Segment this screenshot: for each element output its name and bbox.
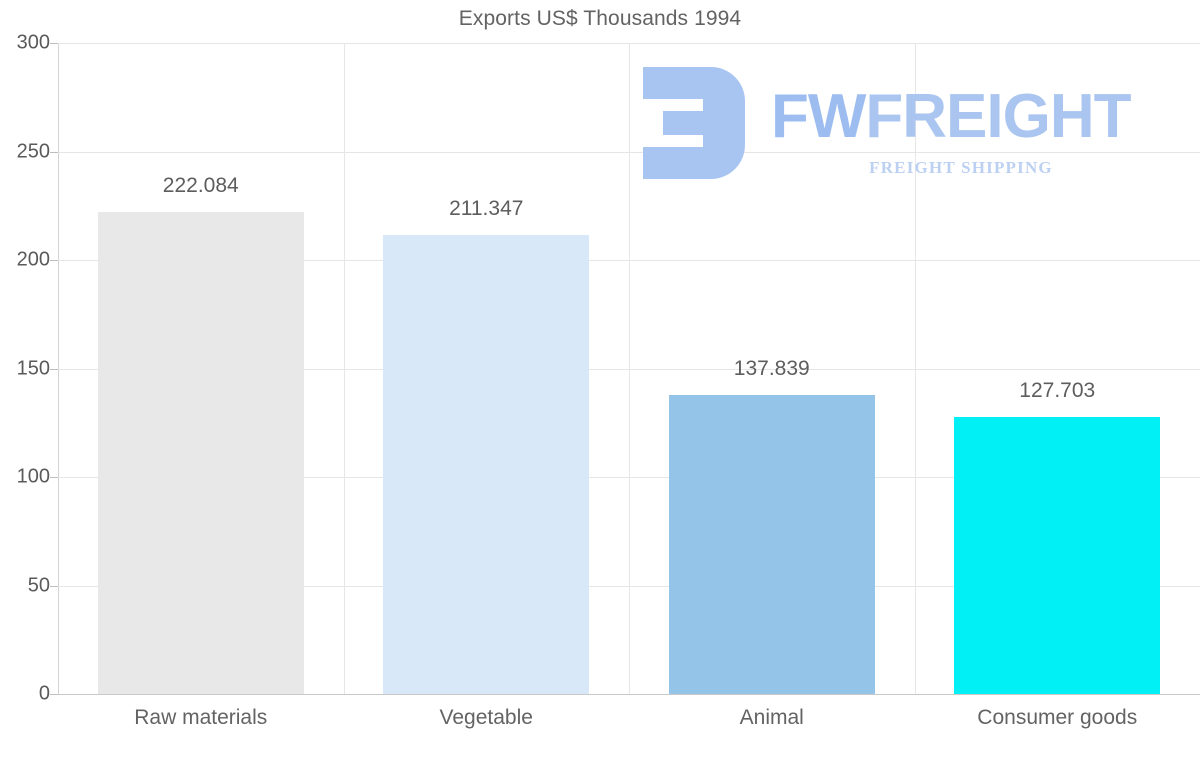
gridline-vertical bbox=[915, 43, 916, 694]
x-axis-label-vegetable: Vegetable bbox=[439, 706, 533, 729]
y-axis-tick bbox=[50, 368, 58, 370]
bar-animal[interactable] bbox=[668, 394, 875, 694]
chart-title: Exports US$ Thousands 1994 bbox=[458, 7, 742, 30]
bar-value-label: 211.347 bbox=[449, 197, 524, 221]
x-axis-label-animal: Animal bbox=[739, 706, 804, 729]
y-axis-tick-label: 250 bbox=[16, 140, 50, 162]
bar-vegetable[interactable] bbox=[383, 235, 590, 694]
plot-area: 222.084 211.347 137.839 127.703 bbox=[50, 43, 1200, 695]
y-axis-tick-labels: 0 50 100 150 200 250 300 bbox=[0, 32, 50, 705]
y-axis-tick bbox=[50, 151, 58, 153]
y-axis-tick-label: 100 bbox=[16, 465, 50, 488]
gridline-vertical bbox=[629, 43, 630, 694]
bar-value-label: 137.839 bbox=[733, 356, 810, 380]
y-axis-tick bbox=[50, 260, 58, 261]
y-axis-tick-label: 0 bbox=[38, 682, 50, 705]
gridline-vertical bbox=[344, 43, 345, 694]
y-axis-tick-label: 150 bbox=[16, 357, 50, 379]
y-axis-tick bbox=[50, 477, 58, 478]
y-axis-tick-label: 50 bbox=[27, 574, 50, 596]
gridline-horizontal bbox=[58, 694, 1200, 695]
y-axis-tick-label: 300 bbox=[16, 31, 50, 54]
bar-value-label: 222.084 bbox=[162, 174, 239, 198]
y-axis-tick bbox=[50, 694, 58, 695]
y-axis-tick bbox=[50, 585, 58, 587]
bar-raw-materials[interactable] bbox=[97, 212, 304, 694]
bar-consumer-goods[interactable] bbox=[954, 416, 1161, 694]
y-axis-tick bbox=[50, 43, 58, 44]
bar-value-label: 127.703 bbox=[1019, 378, 1096, 402]
y-axis-tick-label: 200 bbox=[16, 248, 50, 271]
x-axis-label-raw-materials: Raw materials bbox=[134, 706, 268, 729]
x-axis-label-consumer-goods: Consumer goods bbox=[977, 706, 1138, 729]
